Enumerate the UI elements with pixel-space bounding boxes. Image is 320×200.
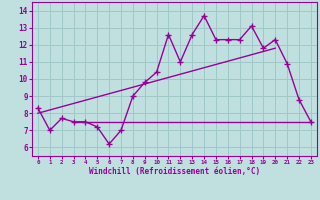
X-axis label: Windchill (Refroidissement éolien,°C): Windchill (Refroidissement éolien,°C): [89, 167, 260, 176]
